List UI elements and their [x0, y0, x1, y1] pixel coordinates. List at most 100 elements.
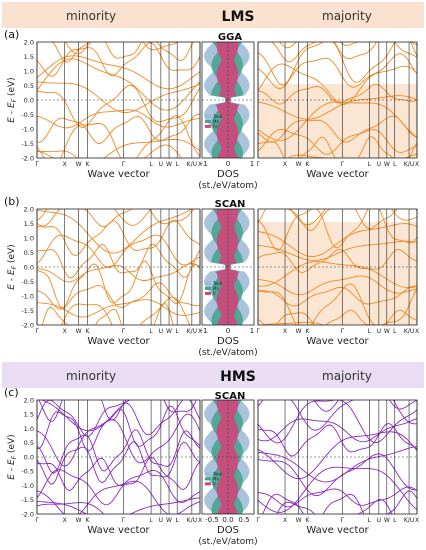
- minority-bands: [37, 42, 200, 158]
- band-line: [37, 299, 200, 318]
- panel-a: (a) GGA 2.0 1.5 1.0 0.5 0.0 -0.5 -1.0 -1.5 -2.0 E…: [4, 28, 419, 191]
- band-line: [258, 275, 417, 296]
- dos-tick-label: 1: [250, 160, 254, 168]
- y-tick-label: -2.0: [21, 510, 34, 518]
- minority-bands: [37, 400, 200, 514]
- band-line: [290, 209, 417, 226]
- y-tick-label: -1.0: [21, 125, 34, 133]
- k-tick-label: K/U: [404, 328, 414, 335]
- dos-xlabel: DOS: [217, 525, 239, 536]
- majority-frame: [257, 399, 418, 515]
- minority-xlabel: Wave vector: [87, 336, 150, 347]
- band-line: [37, 219, 200, 257]
- minority-frame: [36, 399, 201, 515]
- y-tick-label: 1.0: [24, 67, 34, 75]
- k-tick-label: X: [198, 328, 202, 335]
- band-line: [37, 497, 200, 514]
- k-tick-label: W: [76, 161, 82, 168]
- band-line: [262, 490, 417, 514]
- band-line: [64, 42, 179, 55]
- panel-a-plots: 2.0 1.5 1.0 0.5 0.0 -0.5 -1.0 -1.5 -2.0 E - EF (e…: [7, 38, 419, 191]
- dos-tick-label: 1: [250, 327, 254, 335]
- band-line: [38, 400, 197, 422]
- dos-tick-label: -1: [201, 160, 208, 168]
- band-line: [258, 309, 417, 325]
- dos-xlabel: DOS: [217, 169, 239, 180]
- band-line: [258, 209, 417, 251]
- k-tick-label: L: [368, 161, 372, 168]
- k-tick-label: X: [283, 161, 287, 168]
- dos-xlabel: DOS: [217, 336, 239, 347]
- k-tick-label: Γ: [122, 161, 126, 168]
- band-line: [260, 321, 325, 325]
- band-line: [37, 243, 200, 279]
- k-tick-label: Γ: [256, 517, 260, 524]
- k-tick-label: Γ: [341, 161, 345, 168]
- k-tick-label: X: [198, 517, 202, 524]
- k-tick-label: Γ: [256, 161, 260, 168]
- y-tick-label: 2.0: [24, 205, 34, 213]
- k-tick-label: Γ: [122, 328, 126, 335]
- k-tick-label: W: [76, 328, 82, 335]
- dos-tick-label: 0.5: [238, 516, 249, 524]
- k-tick-label: X: [283, 517, 287, 524]
- y-tick-label: 2.0: [24, 396, 34, 404]
- panel-b: (b) SCAN 2.0 1.5 1.0 0.5 0.0 -0.5 -1.0 -1.5 -2.0…: [4, 195, 419, 358]
- y-tick-label: -0.5: [21, 111, 34, 119]
- dos-legend-swatch: [205, 291, 211, 295]
- band-line: [258, 248, 417, 273]
- band-line: [37, 260, 200, 309]
- k-tick-label: L: [368, 517, 372, 524]
- k-tick-label: X: [63, 161, 67, 168]
- band-line: [258, 400, 417, 444]
- k-tick-label: W: [384, 161, 390, 168]
- band-line: [258, 136, 417, 158]
- band-line: [37, 115, 200, 158]
- k-tick-label: W: [296, 328, 302, 335]
- k-tick-label: L: [149, 328, 153, 335]
- dos-tick-label: -1: [201, 327, 208, 335]
- k-tick-label: X: [415, 161, 419, 168]
- dos-legend-entry: Total: [212, 471, 222, 476]
- k-tick-label: U: [377, 161, 381, 168]
- y-tick-label: 0.0: [24, 263, 34, 271]
- k-tick-label: Γ: [35, 517, 39, 524]
- y-tick-label: -1.0: [21, 482, 34, 490]
- dos-legend-entry: Fe: [213, 124, 218, 129]
- k-tick-label: K: [86, 517, 91, 524]
- dos-legend-entry: Total: [212, 114, 222, 119]
- y-tick-label: -1.0: [21, 292, 34, 300]
- band-line: [258, 83, 417, 105]
- band-line: [37, 429, 200, 474]
- y-tick-label: -2.0: [21, 154, 34, 162]
- panel-label-b: (b): [4, 195, 20, 208]
- k-tick-label: X: [63, 328, 67, 335]
- y-tick-label: 1.0: [24, 425, 34, 433]
- k-tick-label: X: [415, 517, 419, 524]
- band-line: [258, 129, 417, 155]
- dos-legend-entry: Total: [212, 281, 222, 286]
- band-line: [37, 84, 200, 129]
- k-tick-label: W: [384, 328, 390, 335]
- dos-legend-swatch: [205, 477, 211, 481]
- panel-label-a: (a): [4, 28, 19, 41]
- band-line: [37, 42, 200, 77]
- k-tick-label: Γ: [341, 328, 345, 335]
- panel-label-c: (c): [4, 386, 19, 399]
- band-line: [258, 53, 417, 90]
- k-tick-label: U: [159, 328, 163, 335]
- band-line: [51, 42, 194, 63]
- y-axis-label: E - EF (eV): [7, 77, 18, 122]
- band-line: [37, 109, 200, 129]
- dos-tick-label: 0.0: [222, 516, 233, 524]
- dos-legend-swatch: [205, 482, 211, 486]
- k-tick-label: X: [63, 517, 67, 524]
- k-tick-label: Γ: [122, 517, 126, 524]
- band-line: [37, 139, 200, 158]
- k-tick-label: Γ: [256, 328, 260, 335]
- minority-label-hms: minority: [66, 369, 116, 383]
- band-line: [37, 400, 200, 437]
- k-tick-label: K/U: [404, 161, 414, 168]
- y-tick-label: -1.5: [21, 307, 34, 315]
- band-line: [37, 209, 193, 254]
